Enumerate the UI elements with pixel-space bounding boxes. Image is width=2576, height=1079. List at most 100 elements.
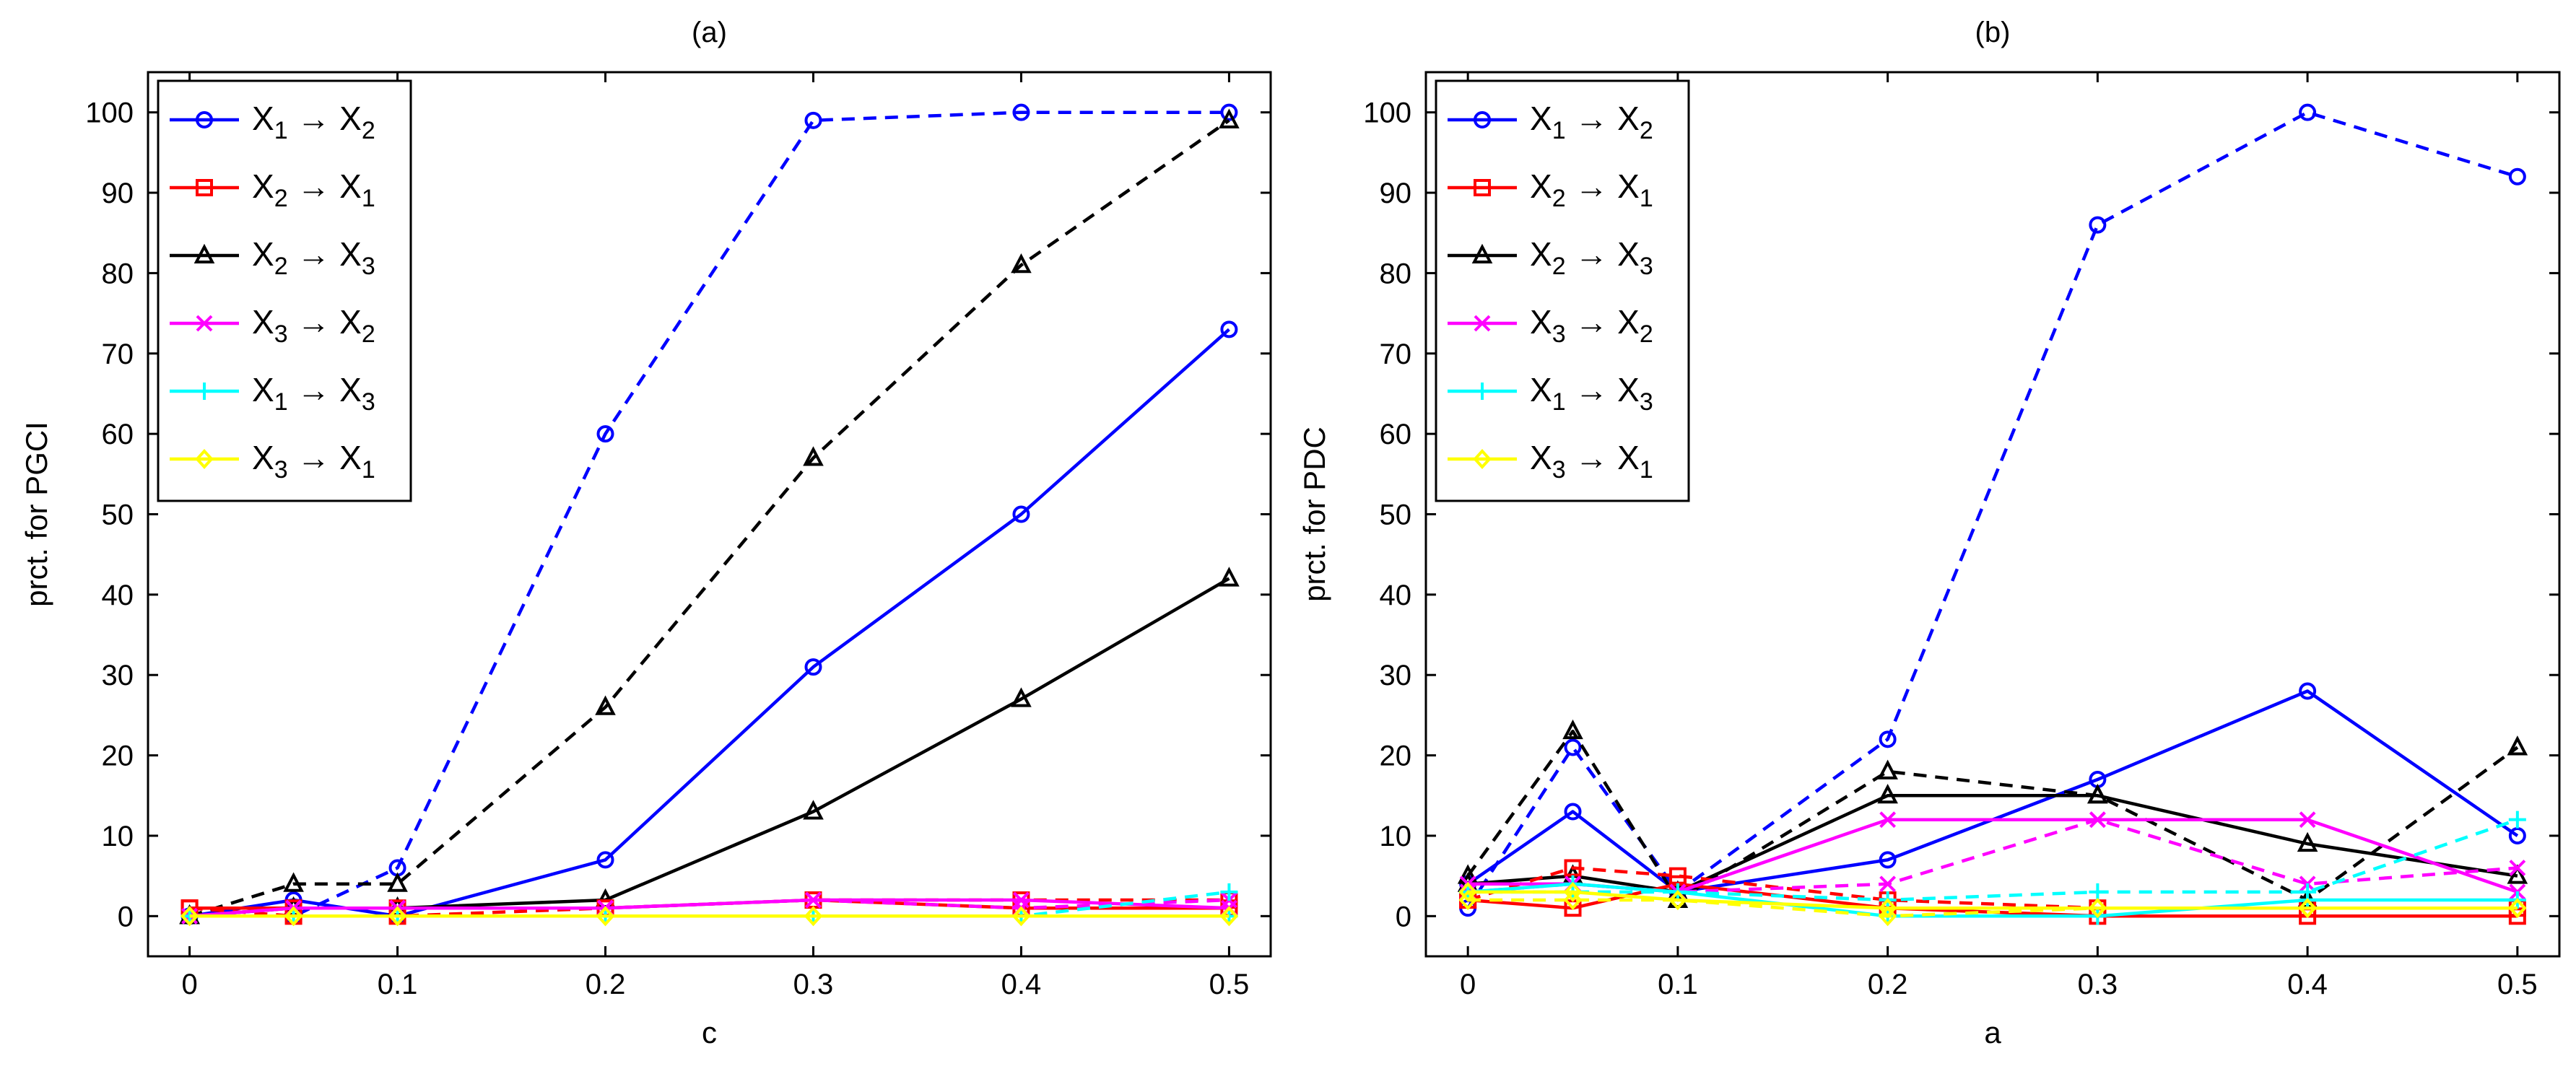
panel-b-ytick-label: 40 (1380, 580, 1412, 611)
panel-a-series-3-point (595, 695, 616, 715)
panel-b-ytick-label: 0 (1396, 901, 1411, 932)
panel-a-title: (a) (692, 17, 727, 48)
panel-b-series-7-point (2509, 860, 2526, 876)
panel-a-ytick-label: 30 (102, 660, 134, 691)
panel-b-series-3-point (2087, 783, 2108, 804)
panel-b-legend-swatch-marker (1474, 315, 1491, 332)
panel-b-series-7-point (1879, 875, 1897, 893)
panel-a-series-9-point (1220, 883, 1238, 901)
panel-b-series-line-1 (1466, 110, 2518, 909)
panel-a-legend-swatch-marker (196, 179, 213, 196)
panel-b-series-1-point (2089, 216, 2107, 234)
panel-b-ylabel: prct. for PDC (1297, 427, 1331, 602)
panel-a-series-2-point (1011, 687, 1032, 707)
panel-a-series-2-point (1219, 567, 1240, 587)
panel-b-series-9-point (2508, 811, 2526, 829)
panel-b-legend-label: X2 → X1 (1530, 167, 1653, 212)
panel-a-ytick-label: 40 (102, 580, 134, 611)
panel-b-series-11-point (2298, 898, 2317, 919)
panel-a-series-0-point (804, 658, 822, 676)
panel-a-series-11-point (1219, 906, 1239, 927)
panel-b-chart: (b) 0 0.1 0.2 0.3 0.4 0.5 0 10 20 30 40 50 60 70 80 90 10… (1297, 17, 2561, 1049)
panel-b-xlabel: a (1984, 1015, 2001, 1049)
panel-b-series-7-point (2089, 811, 2106, 829)
panel-a-legend-swatch-marker (196, 315, 213, 332)
panel-b-legend-swatch-marker (1471, 243, 1493, 263)
panel-a-series-line-1 (189, 110, 1230, 918)
panel-b-xtick-label: 0 (1460, 969, 1476, 1000)
panel-a-series-1-point (1012, 103, 1030, 121)
panel-b-ytick-label: 90 (1380, 178, 1412, 209)
panel-b-series-2-point (1877, 783, 1898, 804)
panel-b-xtick-label: 0.4 (2287, 969, 2328, 1000)
panel-a-legend-label: X1 → X3 (252, 371, 375, 416)
panel-b-series-2-point (2507, 864, 2528, 884)
panel-b-legend-label: X3 → X1 (1530, 439, 1653, 484)
panel-b-title: (b) (1975, 17, 2011, 48)
panel-b-series-0-point (1879, 851, 1897, 869)
panel-b-ytick-label: 100 (1363, 97, 1411, 129)
panel-b-series-5-point (1668, 867, 1687, 885)
panel-b-series-1-point (2299, 103, 2317, 121)
panel-b-series-0-point (2508, 826, 2526, 844)
panel-b-ytick-label: 10 (1380, 821, 1412, 852)
panel-a-ylabel: prct. for PGCI (19, 421, 53, 607)
panel-a-ytick-label: 100 (85, 97, 134, 129)
panel-a-series-3-point (1219, 108, 1240, 128)
panel-a-series-3-point (1011, 253, 1032, 274)
panel-a-ytick-label: 20 (102, 741, 134, 772)
panel-b-series-9-point (2299, 883, 2317, 901)
panel-a-series-3-point (387, 872, 408, 892)
panel-b-series-11-point (1668, 890, 1687, 911)
panel-b-series-3-point (1877, 759, 1898, 779)
panel-a-series-0-point (1220, 320, 1238, 338)
panel-a-series-11-point (180, 906, 199, 927)
panel-a-ytick-label: 60 (102, 419, 134, 450)
panel-a-chart: (a) 0 0.1 0.2 0.3 0.4 0.5 0 10 20 30 40 50 60 70 80 90 10… (19, 17, 1272, 1049)
panel-a-series-1-point (804, 111, 822, 129)
panel-b-legend-swatch-marker (1473, 449, 1492, 469)
panel-b-ytick-label: 30 (1380, 660, 1412, 691)
panel-a-series-11-point (804, 906, 823, 927)
panel-a-legend: X1 → X2 X2 → X1 X2 → X3 X3 → X2 X1 → X3 X3 → … (157, 79, 412, 502)
panel-a-series-11-point (284, 906, 303, 927)
panel-b-legend: X1 → X2 X2 → X1 X2 → X3 X3 → X2 X1 → X3 X3 → … (1435, 79, 1690, 502)
panel-b-xtick-label: 0.3 (2078, 969, 2118, 1000)
panel-b-series-group (1457, 103, 2528, 927)
panel-a-ytick-label: 0 (118, 901, 134, 932)
panel-a-xtick-label: 0.3 (793, 969, 834, 1000)
panel-b-ytick-label: 80 (1380, 258, 1412, 289)
panel-a-ytick-label: 70 (102, 338, 134, 370)
panel-b-series-6-point (2299, 811, 2316, 829)
panel-b-series-5-point (1564, 859, 1582, 877)
panel-a-series-11-point (596, 906, 615, 927)
panel-a-xtick-label: 0.4 (1001, 969, 1042, 1000)
panel-a-series-11-point (1011, 906, 1031, 927)
panel-b-series-line-11 (1468, 898, 2518, 918)
panel-a-legend-label: X2 → X1 (252, 167, 375, 212)
panel-a-ytick-label: 10 (102, 821, 134, 852)
panel-b-series-11-point (2508, 898, 2527, 919)
panel-a-series-3-point (803, 446, 824, 466)
panel-b-series-line-0 (1466, 689, 2519, 894)
panel-b-legend-swatch-marker (1474, 179, 1491, 196)
panel-a-ytick-label: 50 (102, 499, 134, 531)
panel-a-legend-label: X2 → X3 (252, 235, 375, 280)
panel-b-legend-swatch-marker (1474, 383, 1491, 400)
panel-b-ytick-label: 70 (1380, 338, 1412, 370)
panel-a-legend-box (157, 79, 412, 502)
panel-a-series-0-point (1012, 505, 1030, 523)
panel-b-legend-label: X2 → X3 (1530, 235, 1653, 280)
panel-a-series-2-point (803, 800, 824, 820)
panel-b-xtick-label: 0.1 (1658, 969, 1698, 1000)
panel-b-series-11-point (1563, 890, 1583, 911)
panel-b-series-3-point (2507, 735, 2528, 756)
panel-b-legend-label: X1 → X3 (1530, 371, 1653, 416)
panel-a-ytick-label: 80 (102, 258, 134, 289)
panel-a-xtick-label: 0 (181, 969, 197, 1000)
panel-b-legend-box (1435, 79, 1690, 502)
panel-a-series-7-point (805, 891, 822, 909)
panel-a-series-line-3 (188, 118, 1230, 918)
